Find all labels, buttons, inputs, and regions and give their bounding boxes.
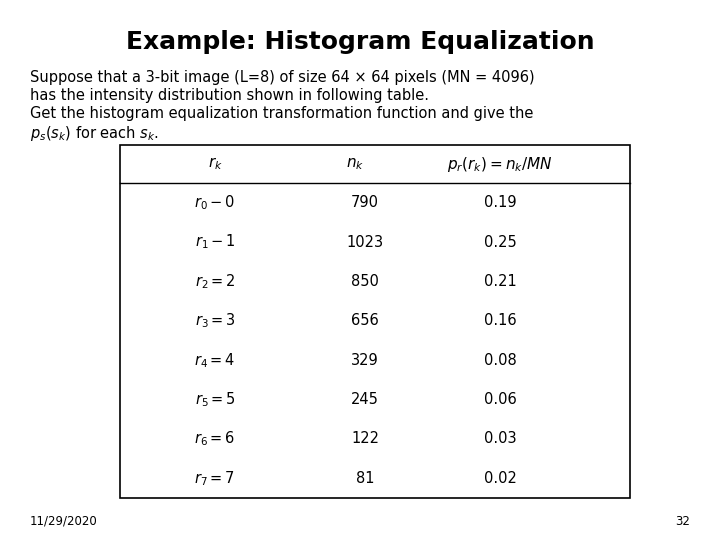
Text: 850: 850 (351, 274, 379, 289)
Text: $r_0 - 0$: $r_0 - 0$ (194, 193, 235, 212)
Text: 0.03: 0.03 (484, 431, 516, 447)
Text: 0.08: 0.08 (484, 353, 516, 368)
Text: 0.06: 0.06 (484, 392, 516, 407)
Text: 790: 790 (351, 195, 379, 210)
Text: $r_6 = 6$: $r_6 = 6$ (194, 430, 235, 448)
Text: 0.25: 0.25 (484, 234, 516, 249)
Text: $r_k$: $r_k$ (207, 156, 222, 172)
Text: 0.19: 0.19 (484, 195, 516, 210)
Text: 0.21: 0.21 (484, 274, 516, 289)
Text: $r_2 = 2$: $r_2 = 2$ (194, 272, 235, 291)
Text: 329: 329 (351, 353, 379, 368)
Text: has the intensity distribution shown in following table.: has the intensity distribution shown in … (30, 88, 429, 103)
Text: 81: 81 (356, 471, 374, 486)
Text: 122: 122 (351, 431, 379, 447)
Text: $r_1 - 1$: $r_1 - 1$ (194, 233, 235, 252)
Text: 656: 656 (351, 313, 379, 328)
Text: $n_k$: $n_k$ (346, 156, 364, 172)
Bar (120, 145, 630, 498)
Text: 0.02: 0.02 (484, 471, 516, 486)
Text: $p_s(s_k)$ for each $s_k$.: $p_s(s_k)$ for each $s_k$. (30, 124, 159, 143)
Text: $p_r(r_k) = n_k/MN$: $p_r(r_k) = n_k/MN$ (447, 154, 553, 173)
Text: Get the histogram equalization transformation function and give the: Get the histogram equalization transform… (30, 106, 534, 121)
Text: Suppose that a 3-bit image (L=8) of size 64 × 64 pixels (MN = 4096): Suppose that a 3-bit image (L=8) of size… (30, 70, 535, 85)
Text: $r_3 = 3$: $r_3 = 3$ (194, 312, 235, 330)
Text: Example: Histogram Equalization: Example: Histogram Equalization (126, 30, 594, 54)
Text: 245: 245 (351, 392, 379, 407)
Text: $r_7 = 7$: $r_7 = 7$ (194, 469, 235, 488)
Text: 11/29/2020: 11/29/2020 (30, 515, 98, 528)
Text: 1023: 1023 (346, 234, 384, 249)
Text: $r_5 = 5$: $r_5 = 5$ (194, 390, 235, 409)
Text: 0.16: 0.16 (484, 313, 516, 328)
Text: $r_4 = 4$: $r_4 = 4$ (194, 351, 235, 369)
Text: 32: 32 (675, 515, 690, 528)
